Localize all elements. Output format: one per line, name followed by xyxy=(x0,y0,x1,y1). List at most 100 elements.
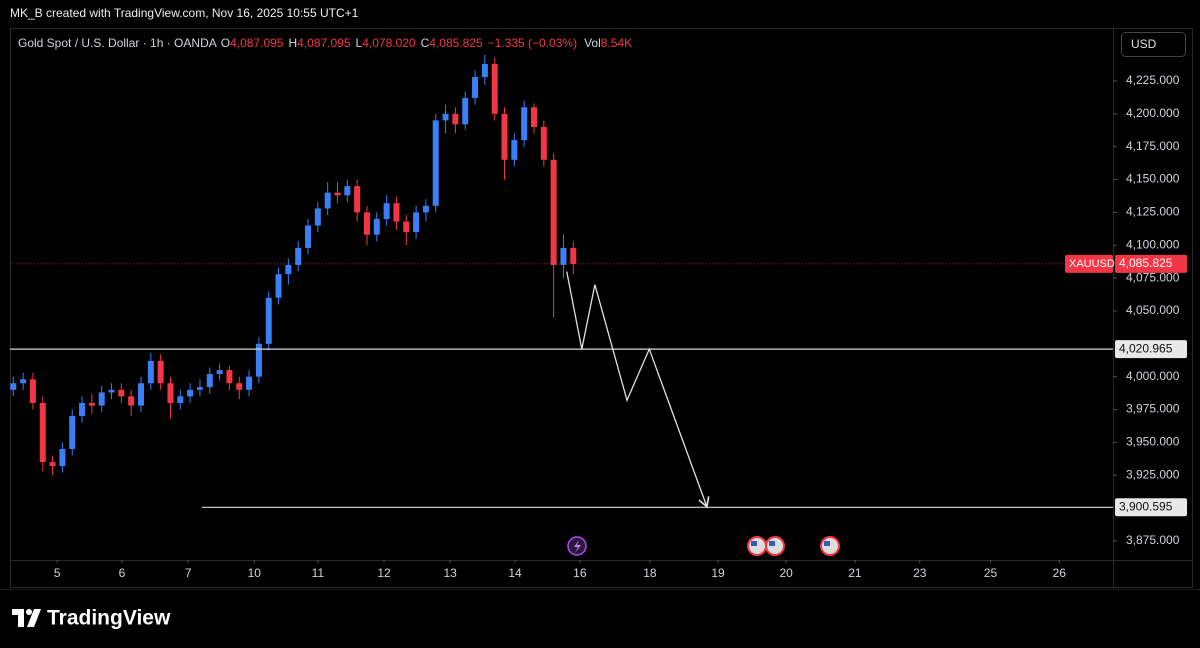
level-tag xyxy=(1115,340,1187,359)
candle-body xyxy=(236,383,243,390)
candle-body xyxy=(501,113,508,160)
y-tick-label: 4,075.000 xyxy=(1126,270,1180,284)
candle-body xyxy=(157,360,164,384)
candle-body xyxy=(550,159,557,265)
candle-body xyxy=(481,63,488,78)
candle-body xyxy=(314,208,321,226)
h-label: H xyxy=(288,36,297,50)
candle-body xyxy=(206,374,213,388)
candle-body xyxy=(216,370,223,375)
candle-body xyxy=(305,225,312,248)
y-tick-label: 4,100.000 xyxy=(1126,237,1180,251)
change: −1.335 (−0.03%) xyxy=(488,36,577,50)
candle-body xyxy=(118,389,125,397)
y-tick-label: 4,150.000 xyxy=(1126,172,1180,186)
o: 4,087.095 xyxy=(230,36,284,50)
logo-mark xyxy=(27,609,41,627)
candle-body xyxy=(196,387,203,390)
header-text: MK_B created with TradingView.com, Nov 1… xyxy=(10,6,359,20)
h: 4,087.095 xyxy=(297,36,351,50)
candle-body xyxy=(413,212,420,233)
y-tick-label: 3,975.000 xyxy=(1126,402,1180,416)
x-tick-label: 20 xyxy=(779,566,793,580)
flag xyxy=(769,541,775,546)
x-tick-label: 10 xyxy=(248,566,262,580)
candle-body xyxy=(511,140,518,160)
candle-body xyxy=(540,126,547,160)
currency-button[interactable] xyxy=(1121,32,1186,57)
x-tick-label: 19 xyxy=(711,566,725,580)
vol: 8.54K xyxy=(601,36,632,50)
x-tick-label: 21 xyxy=(848,566,862,580)
candle-body xyxy=(265,297,272,344)
x-tick-label: 23 xyxy=(913,566,927,580)
candle-body xyxy=(442,113,449,121)
candle-body xyxy=(108,389,115,393)
y-tick-label: 4,000.000 xyxy=(1126,369,1180,383)
candle-body xyxy=(246,376,253,390)
candle-body xyxy=(69,416,76,449)
y-tick-label: 4,200.000 xyxy=(1126,106,1180,120)
x-tick-label: 18 xyxy=(643,566,657,580)
candle-body xyxy=(226,370,233,384)
candle-body xyxy=(472,77,479,99)
candle-body xyxy=(20,379,27,384)
candle-body xyxy=(147,360,154,384)
candle-body xyxy=(403,221,410,233)
candle-body xyxy=(167,383,174,403)
candle-body xyxy=(29,379,36,403)
candle-body xyxy=(177,396,184,403)
candle-body xyxy=(393,203,400,222)
level-label: 4,020.965 xyxy=(1119,341,1173,355)
y-tick-label: 4,225.000 xyxy=(1126,73,1180,87)
y-tick-label: 3,875.000 xyxy=(1126,533,1180,547)
candle-body xyxy=(521,107,528,141)
flag xyxy=(751,541,757,546)
logo-mark xyxy=(12,609,24,627)
x-tick-label: 6 xyxy=(119,566,126,580)
legend: Gold Spot / U.S. Dollar · 1h · OANDA O4,0… xyxy=(18,36,632,50)
candle-body xyxy=(530,107,537,127)
candle-body xyxy=(39,402,46,463)
level-label: 3,900.595 xyxy=(1119,499,1173,513)
candle-body xyxy=(491,63,498,114)
candle-body xyxy=(49,462,56,467)
price-tag-label: 4,085.825 xyxy=(1119,256,1173,270)
y-tick-label: 4,175.000 xyxy=(1126,139,1180,153)
candle-body xyxy=(570,247,577,264)
candle-body xyxy=(187,389,194,397)
x-tick-label: 12 xyxy=(377,566,391,580)
y-tick-label: 3,925.000 xyxy=(1126,467,1180,481)
candle-body xyxy=(462,98,469,125)
candle-body xyxy=(334,192,341,196)
x-tick-label: 14 xyxy=(508,566,522,580)
candle-body xyxy=(295,247,302,265)
lightning xyxy=(574,540,581,553)
logo-dot xyxy=(26,609,32,615)
y-tick-label: 3,950.000 xyxy=(1126,435,1180,449)
candle-body xyxy=(255,343,262,377)
candle-body xyxy=(324,192,331,209)
candle-body xyxy=(344,186,351,196)
l-label: L xyxy=(356,36,363,50)
candle-body xyxy=(422,205,429,213)
x-tick-label: 7 xyxy=(185,566,192,580)
symbol-tag xyxy=(1065,254,1113,273)
candle-body xyxy=(560,247,567,265)
legend-line: Gold Spot / U.S. Dollar · 1h · OANDA O4,0… xyxy=(18,36,632,50)
candle-body xyxy=(383,203,390,219)
symbol-tag-label: XAUUSD xyxy=(1069,258,1115,270)
x-tick-label: 5 xyxy=(54,566,61,580)
candle-body xyxy=(79,402,86,417)
l: 4,078.020 xyxy=(362,36,416,50)
candle-body xyxy=(373,218,380,235)
c: 4,085.825 xyxy=(429,36,483,50)
candle-body xyxy=(98,392,105,406)
x-tick-label: 25 xyxy=(984,566,998,580)
c-label: C xyxy=(421,36,430,50)
symbol: Gold Spot / U.S. Dollar · 1h · OANDA xyxy=(18,36,217,50)
candle-body xyxy=(10,383,17,390)
candle-body xyxy=(285,264,292,275)
